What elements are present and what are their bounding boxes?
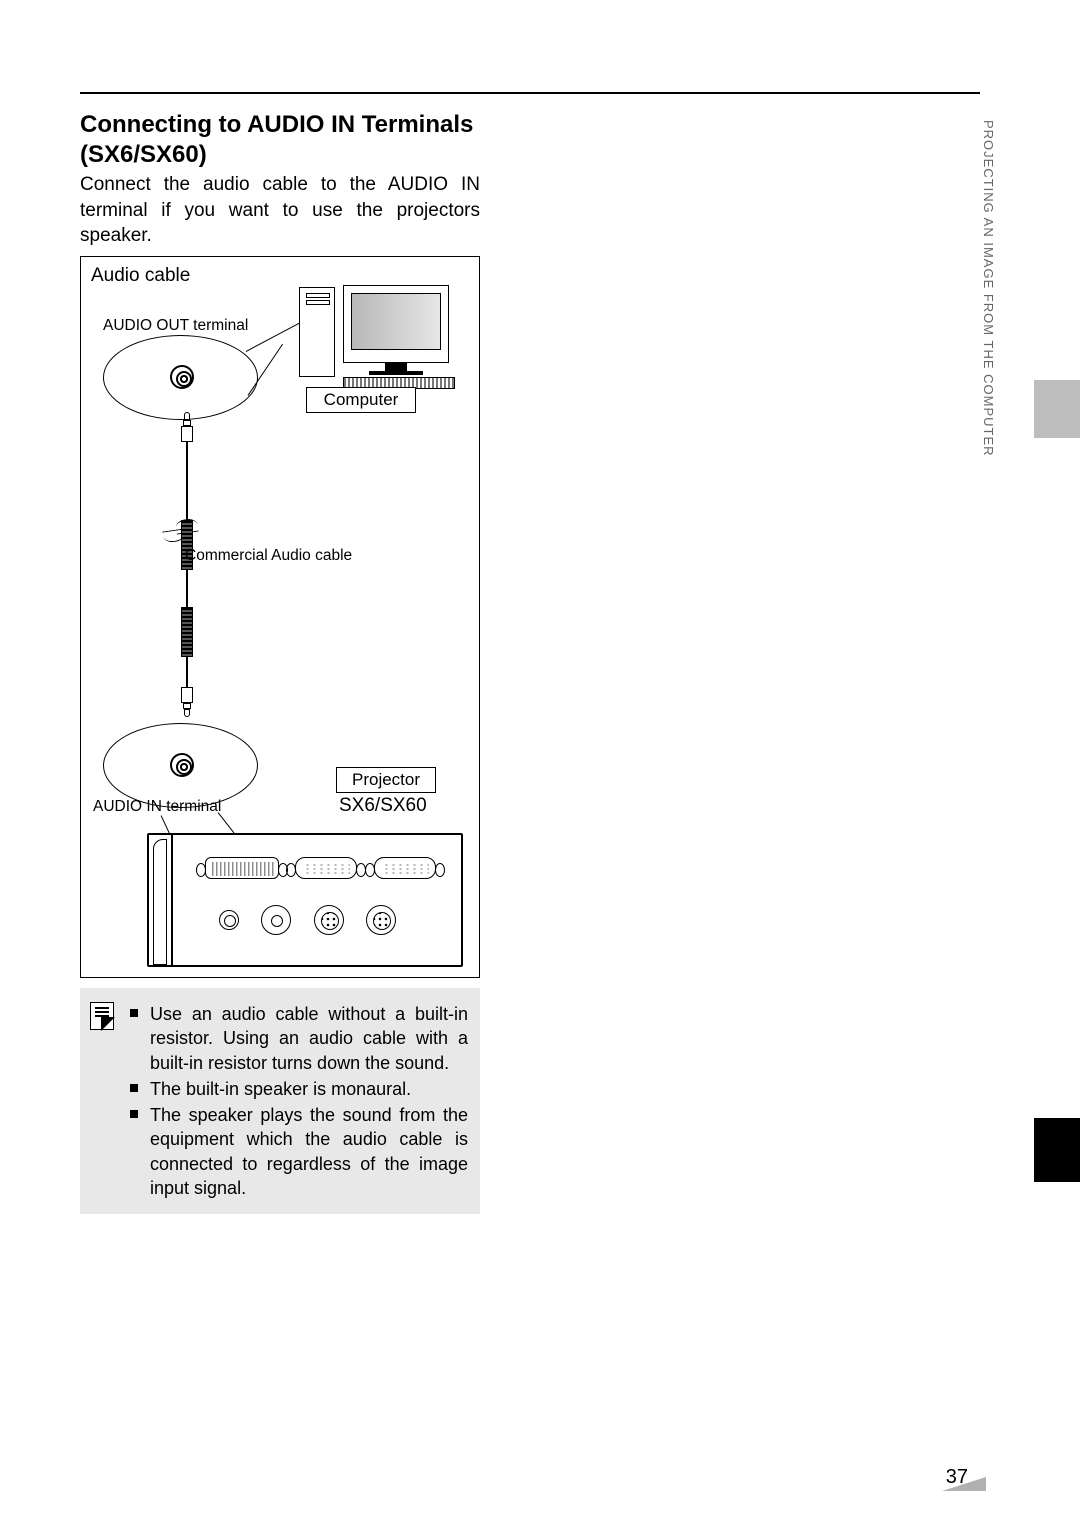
note-item: Use an audio cable without a built-in re… [130, 1002, 468, 1075]
vga-port-icon [374, 857, 436, 879]
note-box: Use an audio cable without a built-in re… [80, 988, 480, 1214]
monitor-icon [343, 285, 449, 363]
page-number: 37 [946, 1466, 968, 1489]
blowup-audio-in-jack [103, 723, 258, 808]
section-heading: Connecting to AUDIO IN Terminals (SX6/SX… [80, 110, 480, 170]
audio-cable-figure: Audio cable AUDIO OUT terminal Computer [80, 256, 480, 978]
din-port-icon [366, 905, 396, 935]
cable-wire-icon [186, 657, 188, 687]
svideo-port-icon [314, 905, 344, 935]
thumb-tab [1034, 1118, 1080, 1182]
figure-title: Audio cable [91, 265, 190, 287]
strain-relief-icon [181, 607, 193, 657]
projector-rear-panel [147, 833, 463, 967]
callout-line [246, 322, 301, 352]
note-item: The speaker plays the sound from the equ… [130, 1103, 468, 1200]
note-list: Use an audio cable without a built-in re… [130, 1002, 468, 1200]
audio-jack-icon [261, 905, 291, 935]
label-projector: Projector [336, 767, 436, 793]
section-side-label: PROJECTING AN IMAGE FROM THE COMPUTER [981, 120, 996, 400]
cable-wire-icon [186, 570, 188, 607]
note-item: The built-in speaker is monaural. [130, 1077, 468, 1101]
manual-page: Connecting to AUDIO IN Terminals (SX6/SX… [0, 0, 1080, 1529]
jack-icon [170, 753, 194, 777]
top-rule [80, 92, 980, 94]
thumb-tab [1034, 380, 1080, 438]
dvi-port-icon [205, 857, 279, 879]
jack-icon [170, 365, 194, 389]
monitor-base-icon [369, 371, 423, 375]
minijack-plug-icon [181, 687, 193, 717]
intro-paragraph: Connect the audio cable to the AUDIO IN … [80, 172, 480, 249]
panel-edge-icon [149, 835, 173, 965]
monitor-stand-icon [385, 363, 407, 371]
label-model: SX6/SX60 [339, 795, 427, 817]
label-computer: Computer [306, 387, 416, 413]
cable-wire-icon [186, 442, 188, 522]
label-audio-out: AUDIO OUT terminal [103, 317, 248, 335]
label-commercial-cable: Commercial Audio cable [185, 547, 352, 565]
label-audio-in: AUDIO IN terminal [93, 798, 221, 816]
pc-tower-icon [299, 287, 335, 377]
blowup-audio-out-jack [103, 335, 258, 420]
minijack-plug-icon [181, 412, 193, 442]
note-icon [90, 1002, 114, 1030]
computer-illustration [299, 287, 455, 389]
vga-port-icon [295, 857, 357, 879]
audio-jack-icon [219, 910, 239, 930]
